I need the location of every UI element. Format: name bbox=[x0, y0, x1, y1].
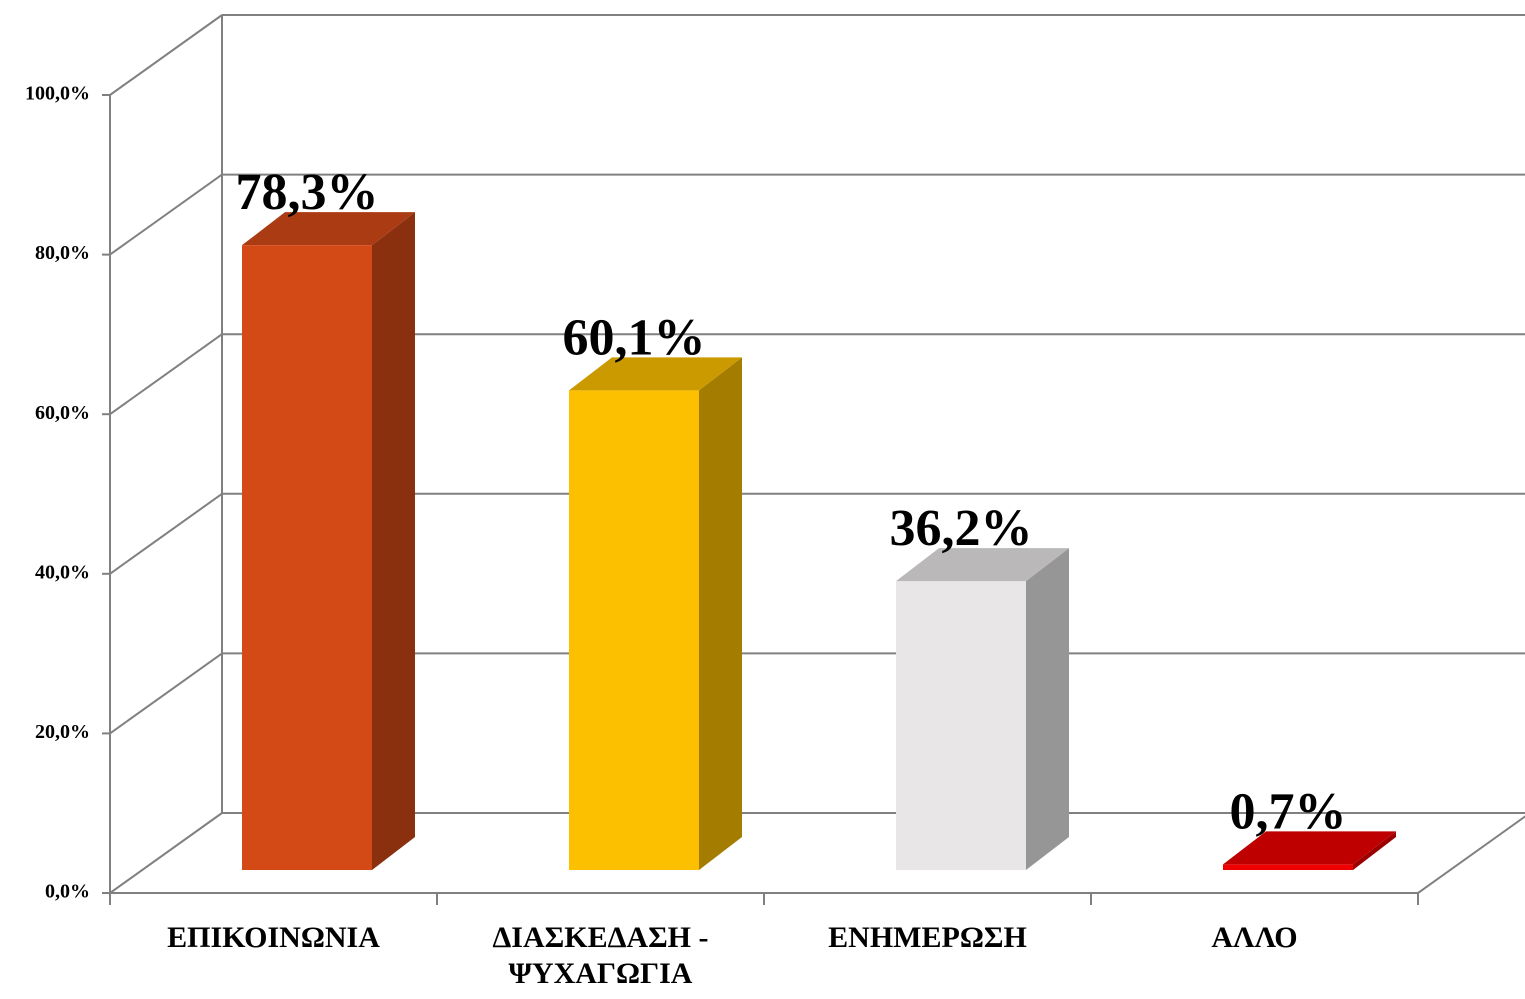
bar bbox=[242, 245, 372, 870]
bar-side bbox=[372, 212, 415, 870]
bar bbox=[1223, 864, 1353, 870]
x-tick-label: ΕΝΗΜΕΡΩΣΗ bbox=[828, 921, 1027, 954]
bar bbox=[896, 581, 1026, 870]
bar-side bbox=[1353, 831, 1396, 870]
y-tick-label: 100,0% bbox=[25, 83, 90, 105]
grid-line bbox=[109, 333, 223, 416]
grid-line bbox=[109, 14, 223, 96]
grid-line bbox=[109, 812, 223, 894]
value-label: 0,7% bbox=[1230, 783, 1347, 840]
value-label: 60,1% bbox=[563, 309, 706, 366]
bar-top bbox=[896, 548, 1069, 582]
y-tick-label: 40,0% bbox=[35, 561, 90, 583]
value-label: 36,2% bbox=[890, 500, 1033, 557]
value-label: 78,3% bbox=[236, 164, 379, 221]
floor-edge bbox=[1417, 815, 1525, 894]
grid-line bbox=[109, 652, 223, 735]
y-tick-label: 0,0% bbox=[45, 881, 90, 903]
bar-top bbox=[569, 357, 742, 391]
bar-side bbox=[699, 357, 742, 871]
x-tick-label: ΑΛΛΟ bbox=[1211, 921, 1297, 954]
y-tick-label: 20,0% bbox=[35, 721, 90, 743]
y-tick-label: 80,0% bbox=[35, 242, 90, 264]
bar-side bbox=[1026, 548, 1069, 870]
x-tick-label: ΔΙΑΣΚΕΔΑΣΗ -ΨΥΧΑΓΩΓΙΑ bbox=[492, 921, 708, 990]
grid-line bbox=[109, 492, 223, 575]
x-tick-label: ΕΠΙΚΟΙΝΩΝΙΑ bbox=[167, 921, 380, 954]
y-tick-label: 60,0% bbox=[35, 402, 90, 424]
bar-top bbox=[242, 212, 415, 246]
grid-line bbox=[109, 173, 223, 256]
bar-top bbox=[1223, 831, 1396, 865]
bar bbox=[569, 390, 699, 870]
